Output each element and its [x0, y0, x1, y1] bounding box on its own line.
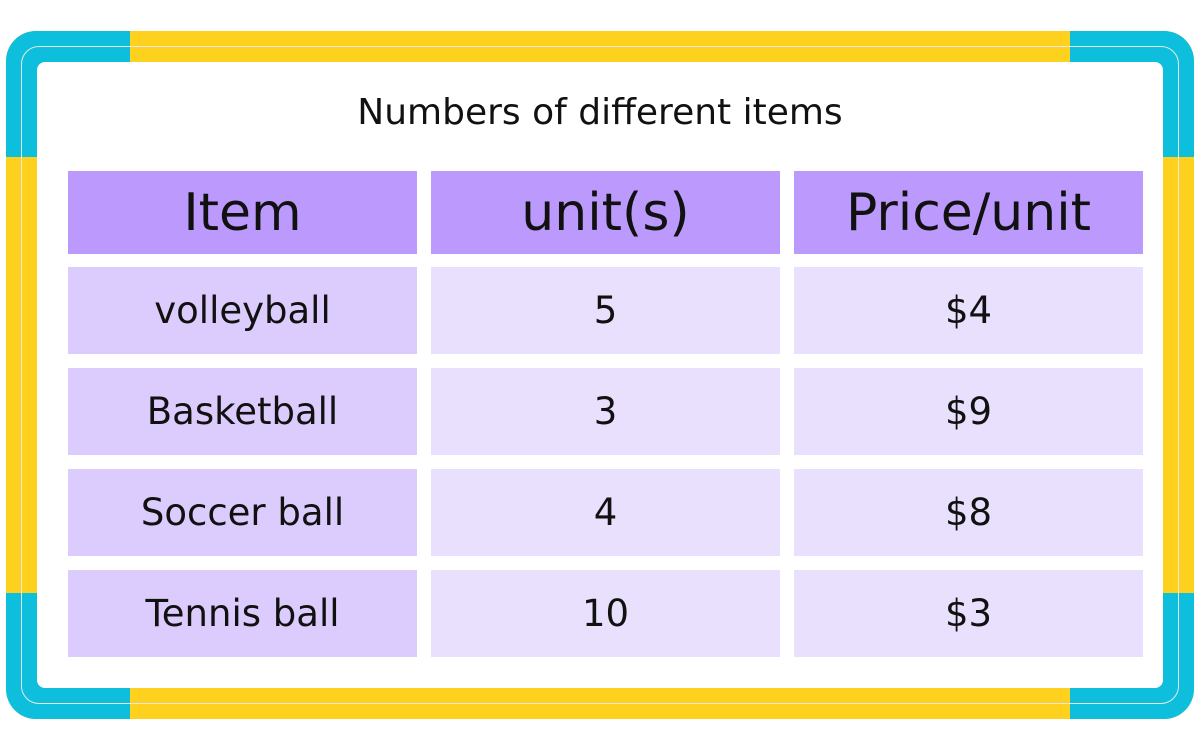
- header-price: Price/unit: [794, 171, 1143, 254]
- table-cell-item: volleyball: [68, 267, 417, 354]
- table-cell-units: 5: [431, 267, 780, 354]
- table-cell-price: $3: [794, 570, 1143, 657]
- table-cell-units: 4: [431, 469, 780, 556]
- table-cell-units: 10: [431, 570, 780, 657]
- table-cell-price: $4: [794, 267, 1143, 354]
- table-title: Numbers of different items: [357, 92, 843, 133]
- frame-inner-line: [21, 46, 1179, 704]
- table-cell-item: Tennis ball: [68, 570, 417, 657]
- header-item: Item: [68, 171, 417, 254]
- table-cell-units: 3: [431, 368, 780, 455]
- table-cell-price: $9: [794, 368, 1143, 455]
- header-units: unit(s): [431, 171, 780, 254]
- table-cell-item: Basketball: [68, 368, 417, 455]
- table-cell-price: $8: [794, 469, 1143, 556]
- table-cell-item: Soccer ball: [68, 469, 417, 556]
